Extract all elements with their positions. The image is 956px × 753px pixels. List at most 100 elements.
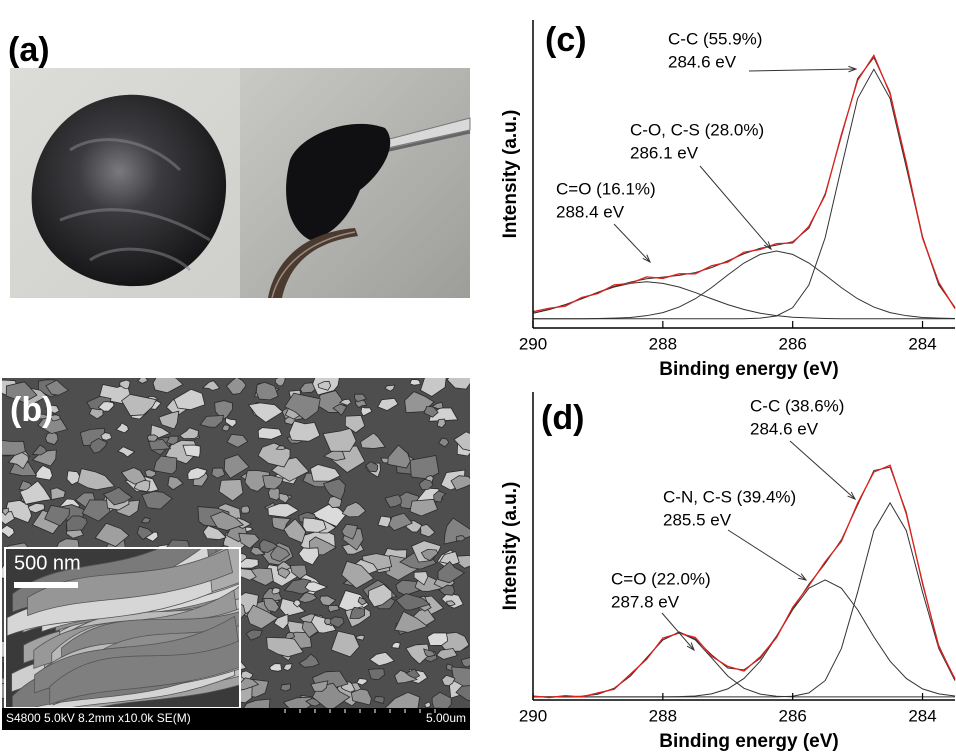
- sem-flake: [202, 525, 227, 541]
- sem-flake: [455, 685, 470, 701]
- sem-flake: [37, 413, 51, 420]
- sem-flake: [283, 578, 312, 595]
- sem-flake: [201, 380, 221, 391]
- sem-flake: [271, 587, 281, 595]
- sem-flake: [158, 410, 180, 430]
- sem-flake: [330, 616, 345, 629]
- sem-flake: [323, 449, 346, 462]
- sem-footer-text: S4800 5.0kV 8.2mm x10.0k SE(M): [6, 711, 191, 725]
- sem-flake: [278, 492, 290, 504]
- scale-bar-label: 500 nm: [14, 552, 81, 574]
- series-line: [533, 579, 956, 698]
- sem-flake: [173, 388, 206, 411]
- sem-flake: [388, 512, 413, 532]
- sem-flake: [270, 545, 291, 562]
- sem-flake: [409, 498, 439, 517]
- sem-flake: [148, 439, 172, 451]
- sem-flake: [302, 517, 327, 533]
- sem-flake: [440, 592, 464, 609]
- sem-flake: [384, 494, 402, 508]
- folded-film: [286, 123, 391, 240]
- sem-flake: [305, 697, 321, 707]
- panel-label: (b): [10, 391, 53, 429]
- sem-flake: [146, 434, 159, 442]
- series-line: [532, 464, 956, 699]
- sem-flake: [102, 486, 133, 506]
- sem-flake: [266, 636, 304, 658]
- sem-footer-text: 5.00um: [426, 711, 466, 725]
- sem-flake: [453, 431, 470, 452]
- sem-flake: [373, 696, 385, 704]
- sem-flake: [338, 398, 352, 406]
- sem-flake: [435, 648, 458, 660]
- sem-flake: [44, 431, 59, 446]
- annotation-arrow: [789, 440, 856, 500]
- sem-flake: [45, 379, 70, 396]
- sem-flake: [66, 515, 88, 532]
- sem-flake: [426, 632, 449, 646]
- sem-flake: [355, 634, 365, 641]
- sem-flake: [413, 571, 429, 586]
- annotation: C-O, C-S (28.0%): [630, 120, 764, 139]
- x-tick-label: 290: [519, 706, 547, 725]
- sem-flake: [436, 418, 446, 429]
- sem-flake: [44, 504, 71, 527]
- annotation: 285.5 eV: [663, 510, 732, 529]
- sem-flake: [438, 584, 455, 596]
- sem-flake: [263, 597, 280, 613]
- sem-inset: [5, 548, 240, 708]
- sem-flake: [89, 437, 108, 454]
- sem-flake: [199, 414, 224, 428]
- sem-flake: [450, 475, 470, 491]
- sem-flake: [455, 535, 467, 542]
- sem-flake: [31, 449, 57, 467]
- sem-flake: [167, 475, 184, 491]
- arrow-head: [642, 254, 652, 264]
- panel-label: (c): [545, 21, 587, 59]
- sem-flake: [395, 593, 431, 611]
- sem-flake: [309, 464, 341, 482]
- sem-flake: [273, 613, 289, 630]
- sem-flake: [153, 455, 178, 475]
- sem-flake: [243, 698, 271, 708]
- sem-flake: [409, 379, 421, 386]
- sem-flake: [446, 378, 470, 390]
- y-axis-label: Intensity (a.u.): [500, 110, 521, 239]
- arrow-head: [763, 241, 772, 251]
- sem-flake: [384, 384, 396, 392]
- sem-flake: [349, 606, 365, 619]
- sem-flake: [50, 487, 66, 501]
- sem-flake: [166, 435, 179, 446]
- sem-flake: [141, 490, 173, 510]
- sem-flake: [282, 663, 293, 672]
- sem-flake: [431, 401, 444, 410]
- x-tick-label: 288: [649, 334, 677, 353]
- annotation: 288.4 eV: [556, 202, 625, 221]
- tweezer-edge: [271, 231, 356, 299]
- sem-flake: [140, 517, 151, 524]
- sem-flake: [35, 465, 53, 481]
- sem-flake: [394, 610, 429, 633]
- sem-flake: [319, 595, 337, 607]
- sem-flake: [360, 432, 386, 449]
- inset-sheet: [49, 639, 240, 706]
- x-tick-label: 286: [779, 706, 807, 725]
- sem-flake: [100, 432, 113, 441]
- sem-flake: [367, 668, 385, 681]
- sem-flake: [283, 518, 307, 544]
- sem-flake: [257, 427, 283, 440]
- y-axis-label: Intensity (a.u.): [500, 482, 521, 611]
- sem-flake: [7, 451, 30, 470]
- sem-flake: [226, 433, 249, 448]
- sem-flake: [460, 657, 470, 668]
- sem-flake: [365, 461, 379, 473]
- sem-flake: [384, 691, 421, 708]
- sem-flake: [344, 415, 366, 434]
- sem-flake: [31, 444, 48, 456]
- arrow-head: [848, 65, 858, 73]
- sem-flake: [19, 480, 52, 505]
- sem-flake: [423, 405, 439, 418]
- sem-flake: [267, 487, 281, 501]
- sem-flake: [288, 420, 321, 442]
